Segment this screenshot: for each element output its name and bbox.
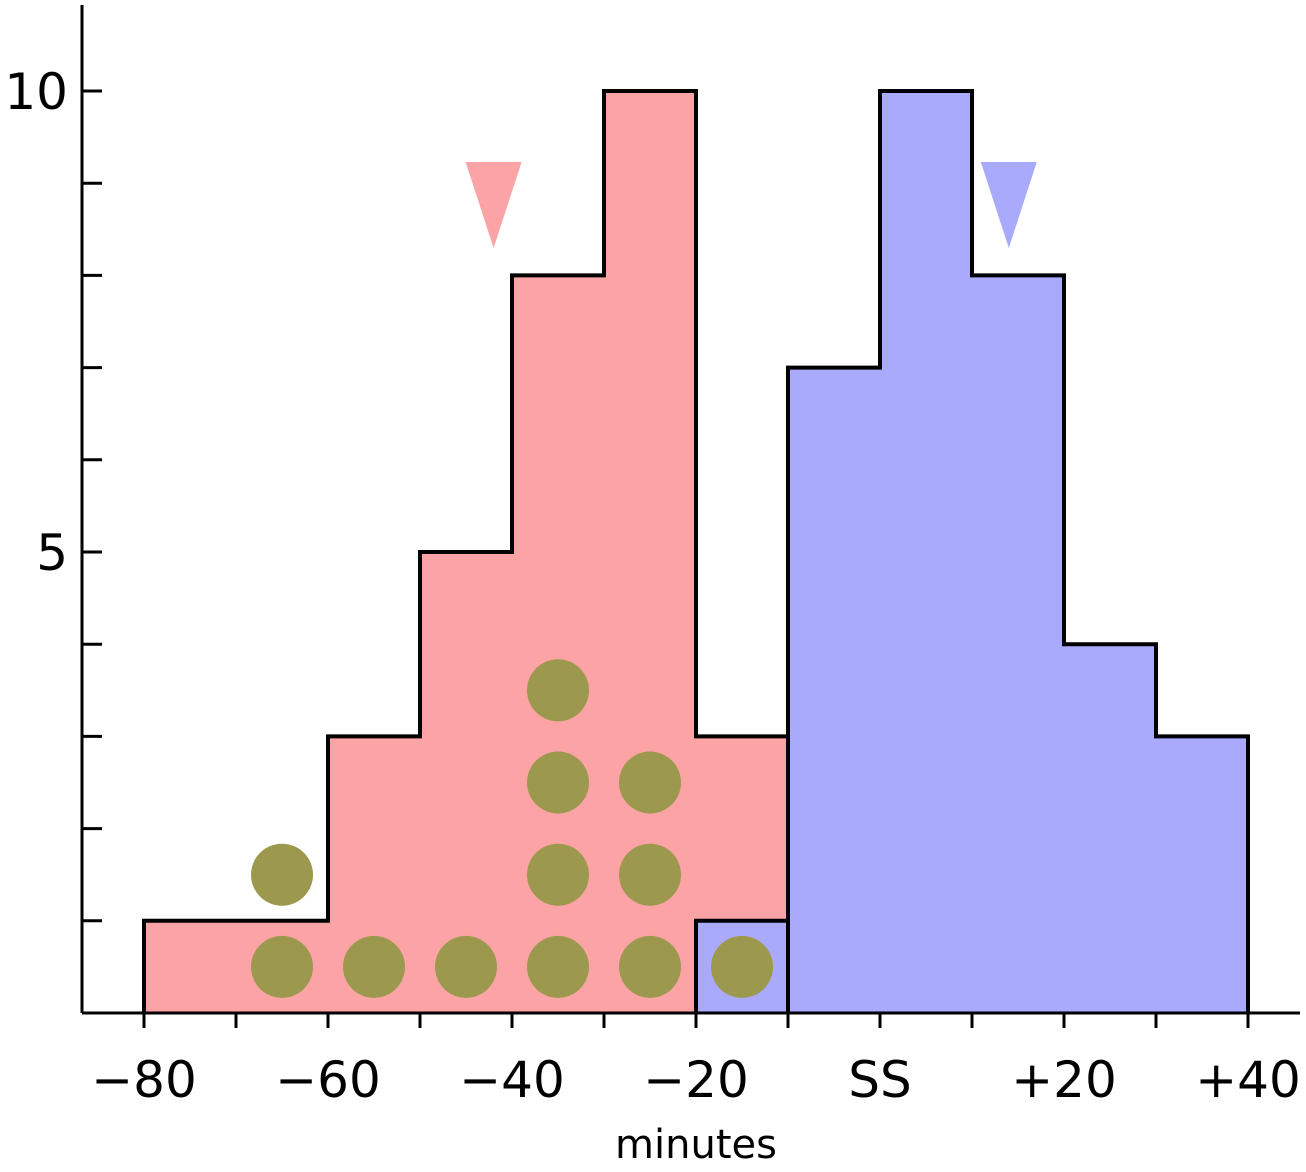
mean-markers [465,162,1037,248]
bar-series2-bin5 [1064,644,1156,1013]
data-dot-9 [619,935,681,998]
data-dot-10 [619,843,681,906]
x-tick-label: SS [848,1051,911,1109]
data-dot-7 [527,751,589,814]
x-tick-label: +40 [1195,1051,1301,1109]
data-dot-8 [527,659,589,722]
tick-labels: −80 −60 −40 −20 SS +20 +40 5 10 [4,63,1300,1109]
data-dot-6 [527,843,589,906]
bar-series2-bin4 [972,275,1064,1013]
data-dots [251,659,773,998]
data-dot-4 [435,935,497,998]
histogram-outline-series1 [142,89,790,1013]
x-tick-label: −20 [643,1051,749,1109]
data-dot-1 [251,935,313,998]
x-tick-label: −60 [275,1051,381,1109]
data-dot-2 [251,843,313,906]
x-tick-label: +20 [1011,1051,1117,1109]
bar-series2-bin6 [1156,736,1248,1013]
x-axis-title: minutes [615,1122,777,1168]
bar-series2-bin3 [880,91,972,1013]
mean-marker-series2 [980,162,1037,248]
histogram-outline-series2 [694,89,1250,1013]
y-tick-label: 5 [36,524,68,582]
x-tick-label: −80 [91,1051,197,1109]
bar-series2-bin2 [788,367,880,1014]
mean-marker-series1 [465,162,522,248]
data-dot-5 [527,935,589,998]
y-tick-label: 10 [4,63,68,121]
data-dot-3 [343,935,405,998]
data-dot-11 [619,751,681,814]
axes [80,5,1300,1028]
x-tick-label: −40 [459,1051,565,1109]
data-dot-12 [711,935,773,998]
